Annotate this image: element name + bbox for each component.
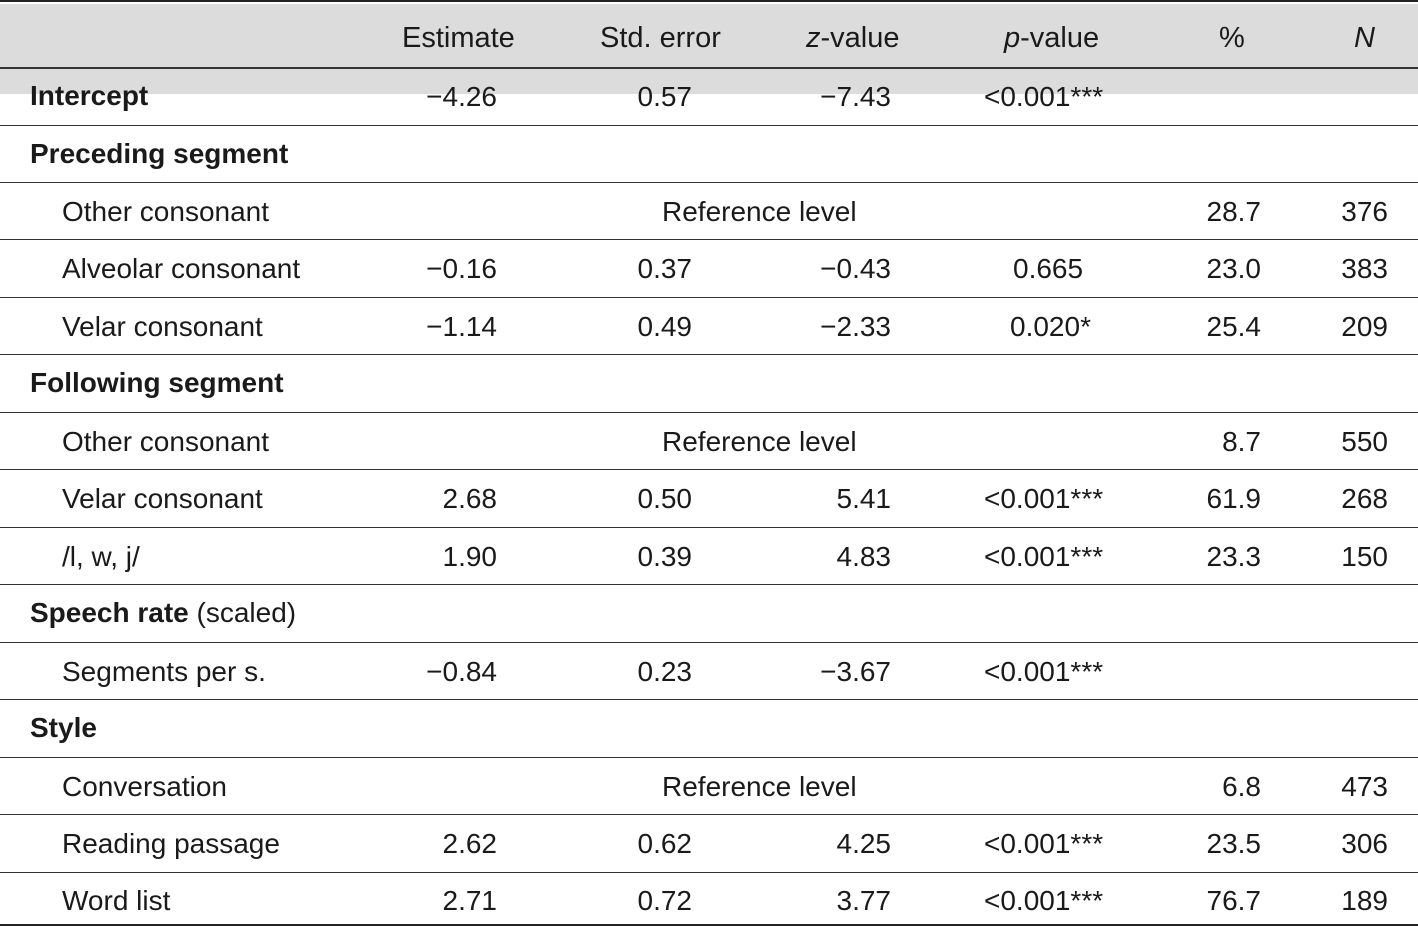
row-label: Segments per s.	[62, 656, 266, 687]
row-label: Velar consonant	[62, 483, 263, 514]
cell-z-value: −0.43	[820, 253, 891, 284]
cell-estimate: −0.84	[426, 656, 497, 687]
cell-n: 306	[1341, 828, 1388, 859]
cell-z-value: −7.43	[820, 81, 891, 112]
cell-p-value: 0.020*	[1010, 311, 1091, 342]
header-p-italic: p	[1004, 22, 1021, 54]
table-row-fol-lwj: /l, w, j/ 1.90 0.39 4.83 <0.001*** 23.3 …	[0, 528, 1418, 585]
header-std-error: Std. error	[600, 22, 721, 54]
cell-std-error: 0.57	[637, 81, 693, 112]
header-z-italic: z	[806, 22, 821, 54]
section-label-suffix: (scaled)	[188, 597, 297, 628]
table-row-word-list: Word list 2.71 0.72 3.77 <0.001*** 76.7 …	[0, 873, 1418, 926]
cell-p-value: <0.001***	[984, 885, 1104, 916]
table-row-section-preceding: Preceding segment	[0, 126, 1418, 183]
table-row-prec-other: Other consonant Reference level 28.7 376	[0, 183, 1418, 240]
cell-percent: 8.7	[1222, 426, 1261, 457]
cell-std-error: 0.72	[637, 885, 693, 916]
cell-std-error: 0.50	[637, 483, 693, 514]
table-row-prec-alveolar: Alveolar consonant −0.16 0.37 −0.43 0.66…	[0, 240, 1418, 298]
row-label: Other consonant	[62, 426, 270, 457]
cell-reference-level: Reference level	[662, 771, 857, 802]
cell-p-value: <0.001***	[984, 656, 1104, 687]
cell-n: 473	[1341, 771, 1388, 802]
cell-estimate: −0.16	[426, 253, 497, 284]
cell-estimate: −4.26	[426, 81, 497, 112]
table-row-section-following: Following segment	[0, 355, 1418, 413]
header-p-value: p-value	[1004, 24, 1099, 53]
row-label: Word list	[62, 885, 171, 916]
cell-std-error: 0.23	[637, 656, 693, 687]
row-label: /l, w, j/	[62, 541, 140, 572]
table-row-fol-velar: Velar consonant 2.68 0.50 5.41 <0.001***…	[0, 470, 1418, 528]
row-label: Conversation	[62, 771, 227, 802]
cell-std-error: 0.37	[637, 253, 693, 284]
cell-p-value: <0.001***	[984, 81, 1104, 112]
cell-z-value: 4.83	[836, 541, 892, 572]
cell-percent: 28.7	[1206, 196, 1262, 227]
cell-percent: 76.7	[1206, 885, 1262, 916]
cell-p-value: <0.001***	[984, 828, 1104, 859]
row-label: Alveolar consonant	[62, 253, 301, 284]
section-label-bold: Speech rate	[30, 597, 189, 628]
cell-z-value: −3.67	[820, 656, 891, 687]
cell-n: 376	[1341, 196, 1388, 227]
cell-p-value: <0.001***	[984, 483, 1104, 514]
cell-p-value: 0.665	[1013, 253, 1084, 284]
cell-percent: 61.9	[1206, 483, 1262, 514]
cell-n: 209	[1341, 311, 1388, 342]
table-row-fol-other: Other consonant Reference level 8.7 550	[0, 413, 1418, 470]
table-row-reading-passage: Reading passage 2.62 0.62 4.25 <0.001***…	[0, 815, 1418, 873]
row-label: Intercept	[30, 80, 149, 111]
section-label: Preceding segment	[30, 138, 289, 169]
table-row-segments-per-s: Segments per s. −0.84 0.23 −3.67 <0.001*…	[0, 643, 1418, 700]
cell-n: 189	[1341, 885, 1388, 916]
cell-std-error: 0.39	[637, 541, 693, 572]
cell-reference-level: Reference level	[662, 196, 857, 227]
header-p-suffix: -value	[1020, 22, 1100, 54]
header-divider	[0, 67, 1418, 69]
table-row-section-speech-rate: Speech rate (scaled)	[0, 585, 1418, 643]
cell-z-value: 4.25	[836, 828, 892, 859]
cell-n: 150	[1341, 541, 1388, 572]
cell-percent: 25.4	[1206, 311, 1262, 342]
cell-p-value: <0.001***	[984, 541, 1104, 572]
table-row-section-style: Style	[0, 700, 1418, 758]
cell-estimate: 2.62	[442, 828, 498, 859]
cell-percent: 23.3	[1206, 541, 1262, 572]
cell-std-error: 0.49	[637, 311, 693, 342]
cell-percent: 6.8	[1222, 771, 1261, 802]
header-z-suffix: -value	[820, 22, 900, 54]
row-label: Velar consonant	[62, 311, 263, 342]
table-row-conversation: Conversation Reference level 6.8 473	[0, 758, 1418, 815]
section-label: Speech rate (scaled)	[30, 599, 296, 627]
cell-estimate: 2.71	[442, 885, 498, 916]
cell-z-value: 5.41	[836, 483, 892, 514]
cell-std-error: 0.62	[637, 828, 693, 859]
header-n: N	[1354, 24, 1375, 53]
table-row-intercept: Intercept −4.26 0.57 −7.43 <0.001***	[0, 68, 1418, 126]
header-z-value: z-value	[806, 24, 900, 53]
header-percent: %	[1219, 22, 1245, 54]
cell-reference-level: Reference level	[662, 426, 857, 457]
cell-n: 268	[1341, 483, 1388, 514]
cell-n: 383	[1341, 253, 1388, 284]
cell-percent: 23.0	[1206, 253, 1262, 284]
cell-z-value: −2.33	[820, 311, 891, 342]
table-row-prec-velar: Velar consonant −1.14 0.49 −2.33 0.020* …	[0, 298, 1418, 355]
row-label: Other consonant	[62, 196, 270, 227]
cell-estimate: −1.14	[426, 311, 497, 342]
header-n-italic: N	[1354, 22, 1375, 54]
cell-percent: 23.5	[1206, 828, 1262, 859]
cell-z-value: 3.77	[836, 885, 892, 916]
cell-n: 550	[1341, 426, 1388, 457]
section-label: Following segment	[30, 367, 284, 398]
header-estimate: Estimate	[402, 22, 515, 54]
row-label: Reading passage	[62, 828, 280, 859]
cell-estimate: 1.90	[442, 541, 498, 572]
header-background	[0, 4, 1418, 94]
section-label: Style	[30, 712, 97, 743]
cell-estimate: 2.68	[442, 483, 498, 514]
